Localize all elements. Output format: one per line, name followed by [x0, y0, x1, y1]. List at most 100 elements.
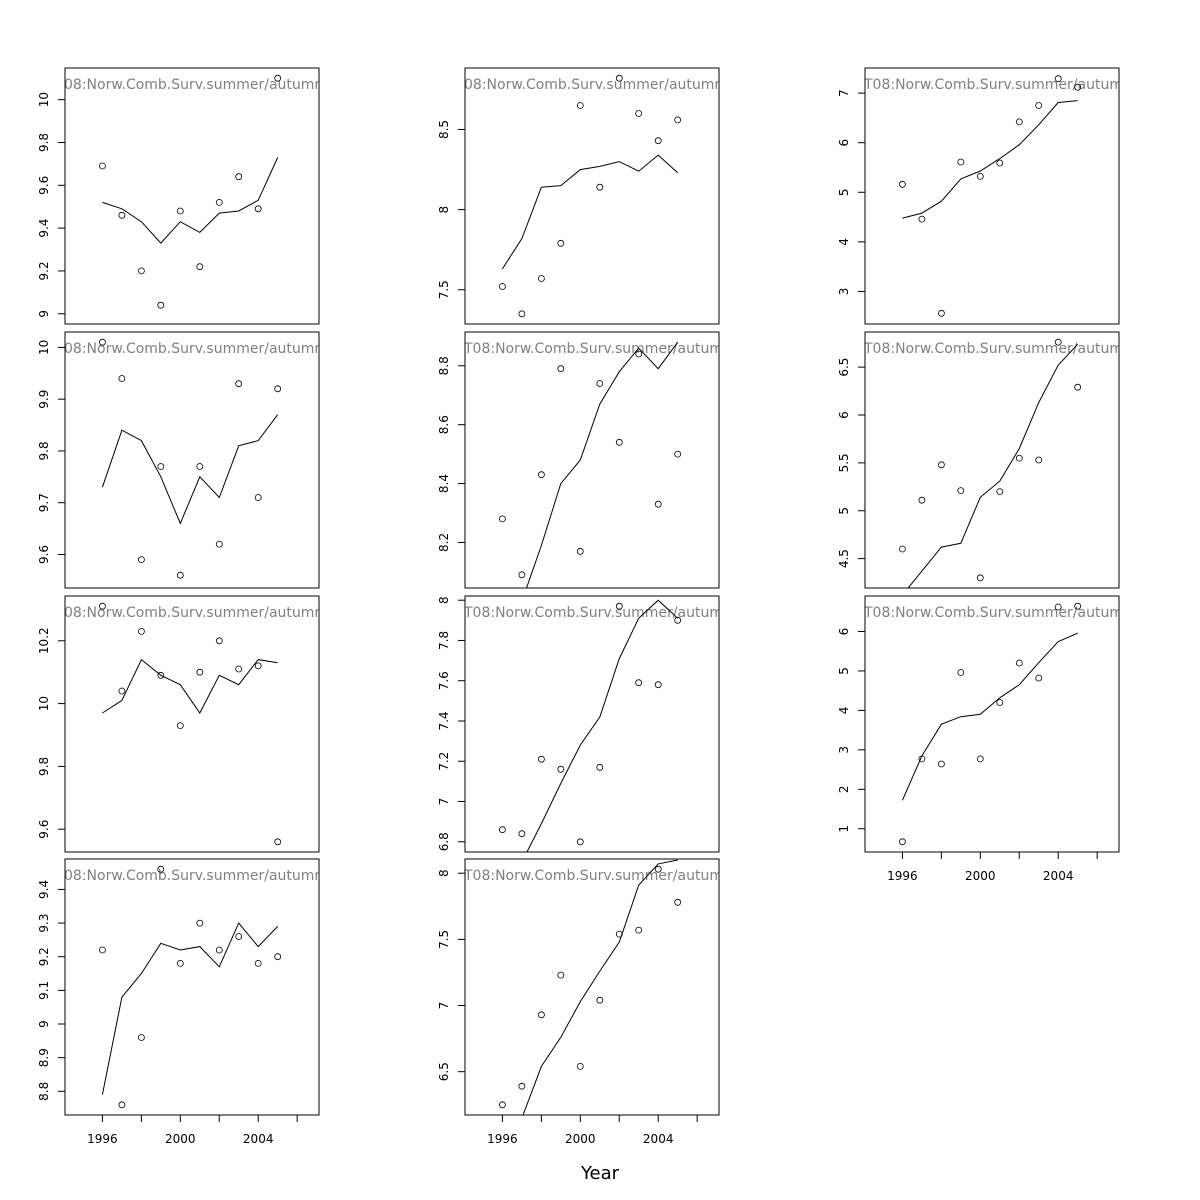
y-tick-label: 8.5: [437, 120, 451, 139]
data-point: [176, 571, 184, 579]
data-point: [518, 830, 526, 838]
y-tick-label: 9.6: [37, 545, 51, 564]
panel-row3-col1-data: [102, 658, 278, 714]
y-tick-label: 5.5: [837, 453, 851, 472]
y-tick-label: 5: [837, 188, 851, 196]
data-point: [137, 1034, 145, 1041]
data-point: [157, 865, 165, 873]
data-point: [157, 671, 165, 679]
data-point: [274, 385, 282, 393]
y-tick-label: 8: [437, 206, 451, 214]
y-tick-label: 9.7: [37, 493, 51, 512]
data-point: [615, 74, 623, 82]
plot-frame: [464, 331, 720, 589]
panel-row3-col3-data: [901, 632, 1078, 801]
data-point: [1015, 454, 1023, 462]
y-tick-label: 9.6: [37, 176, 51, 195]
data-point: [596, 183, 604, 191]
panel-row1-col3-title-group: T08:Norw.Comb.Surv.summer/autumnba: [865, 77, 1119, 93]
data-point: [196, 919, 204, 927]
data-point: [674, 116, 682, 124]
data-point: [99, 162, 106, 170]
data-point: [118, 1101, 126, 1109]
y-tick-label: 7.8: [437, 631, 451, 650]
data-point: [1074, 602, 1082, 610]
panel-row3-col1: 08:Norw.Comb.Surv.summer/autumnba 9.6 9.8 1…: [37, 595, 341, 853]
data-point: [957, 669, 965, 676]
fitted-line: [101, 414, 279, 525]
plot-frame: [64, 331, 320, 589]
data-point: [137, 628, 145, 635]
y-tick-label: 3: [837, 288, 851, 296]
panel-title: T08:Norw.Comb.Surv.summer/autumnba: [463, 341, 749, 357]
data-point: [157, 463, 165, 470]
y-tick-label: 8.6: [437, 415, 451, 434]
data-point: [674, 450, 682, 458]
data-point: [654, 681, 662, 689]
data-point: [538, 471, 545, 479]
data-point: [235, 665, 243, 673]
data-point: [498, 1101, 506, 1109]
data-point: [498, 515, 506, 523]
panel-title: 08:Norw.Comb.Surv.summer/autumnba: [64, 605, 341, 621]
x-tick-label: 2004: [1043, 869, 1074, 883]
y-tick-label: 10: [37, 340, 51, 355]
data-point: [99, 602, 106, 610]
data-point: [899, 545, 906, 553]
y-tick-label: 7: [437, 1002, 451, 1010]
panel-row3-col2-data: [526, 599, 679, 852]
data-point: [557, 765, 565, 773]
y-tick-label: 5: [837, 507, 851, 515]
data-point: [918, 496, 926, 504]
data-point: [615, 602, 623, 610]
data-point: [176, 207, 184, 215]
data-point: [957, 487, 965, 495]
panel-row4-col2-title-group: T08:Norw.Comb.Surv.summer/autumnba: [465, 868, 719, 884]
fitted-line: [901, 632, 1078, 801]
plot-frame: [864, 331, 1120, 589]
x-tick-label: 1996: [87, 1132, 118, 1146]
y-tick-label: 9.4: [37, 880, 51, 899]
y-tick-label: 7.4: [437, 711, 451, 730]
data-point: [654, 865, 662, 873]
data-point: [1015, 659, 1023, 667]
fitted-line: [522, 859, 678, 1115]
y-tick-label: 4: [837, 707, 851, 715]
data-point: [538, 275, 545, 282]
y-tick-label: 8.8: [437, 356, 451, 375]
data-point: [557, 239, 565, 247]
data-point: [557, 365, 565, 373]
y-tick-label: 9.9: [37, 390, 51, 409]
y-tick-label: 4: [837, 238, 851, 246]
data-point: [196, 463, 204, 470]
data-point: [654, 500, 662, 508]
panel-row4-col1-data: [101, 922, 279, 1095]
data-point: [99, 338, 106, 346]
data-point: [196, 668, 204, 676]
y-tick-label: 7.5: [437, 280, 451, 299]
data-point: [538, 1011, 545, 1019]
y-tick-label: 6: [837, 411, 851, 419]
y-tick-label: 2: [837, 785, 851, 793]
plot-frame: [464, 858, 720, 1116]
y-tick-label: 8.8: [37, 1082, 51, 1101]
panels-group: 08:Norw.Comb.Surv.summer/autumnba 9 9.2 9.4…: [37, 67, 1120, 1146]
data-point: [274, 74, 282, 82]
data-point: [938, 309, 945, 317]
x-tick-label: 2000: [565, 1132, 596, 1146]
data-point: [176, 960, 184, 967]
panel-row3-col1-title-group: 08:Norw.Comb.Surv.summer/autumnba: [64, 605, 341, 621]
x-tick-label: 2004: [643, 1132, 674, 1146]
panel-row2-col1-data: [101, 414, 279, 525]
y-tick-label: 3: [837, 746, 851, 754]
fitted-line: [102, 157, 279, 244]
panel-row1-col1-data: [102, 157, 279, 244]
data-point: [654, 137, 662, 145]
data-point: [899, 180, 906, 188]
data-point: [518, 571, 526, 579]
data-point: [254, 960, 262, 967]
data-point: [1054, 603, 1062, 611]
y-tick-label: 8: [437, 596, 451, 604]
x-tick-label: 2000: [965, 869, 996, 883]
